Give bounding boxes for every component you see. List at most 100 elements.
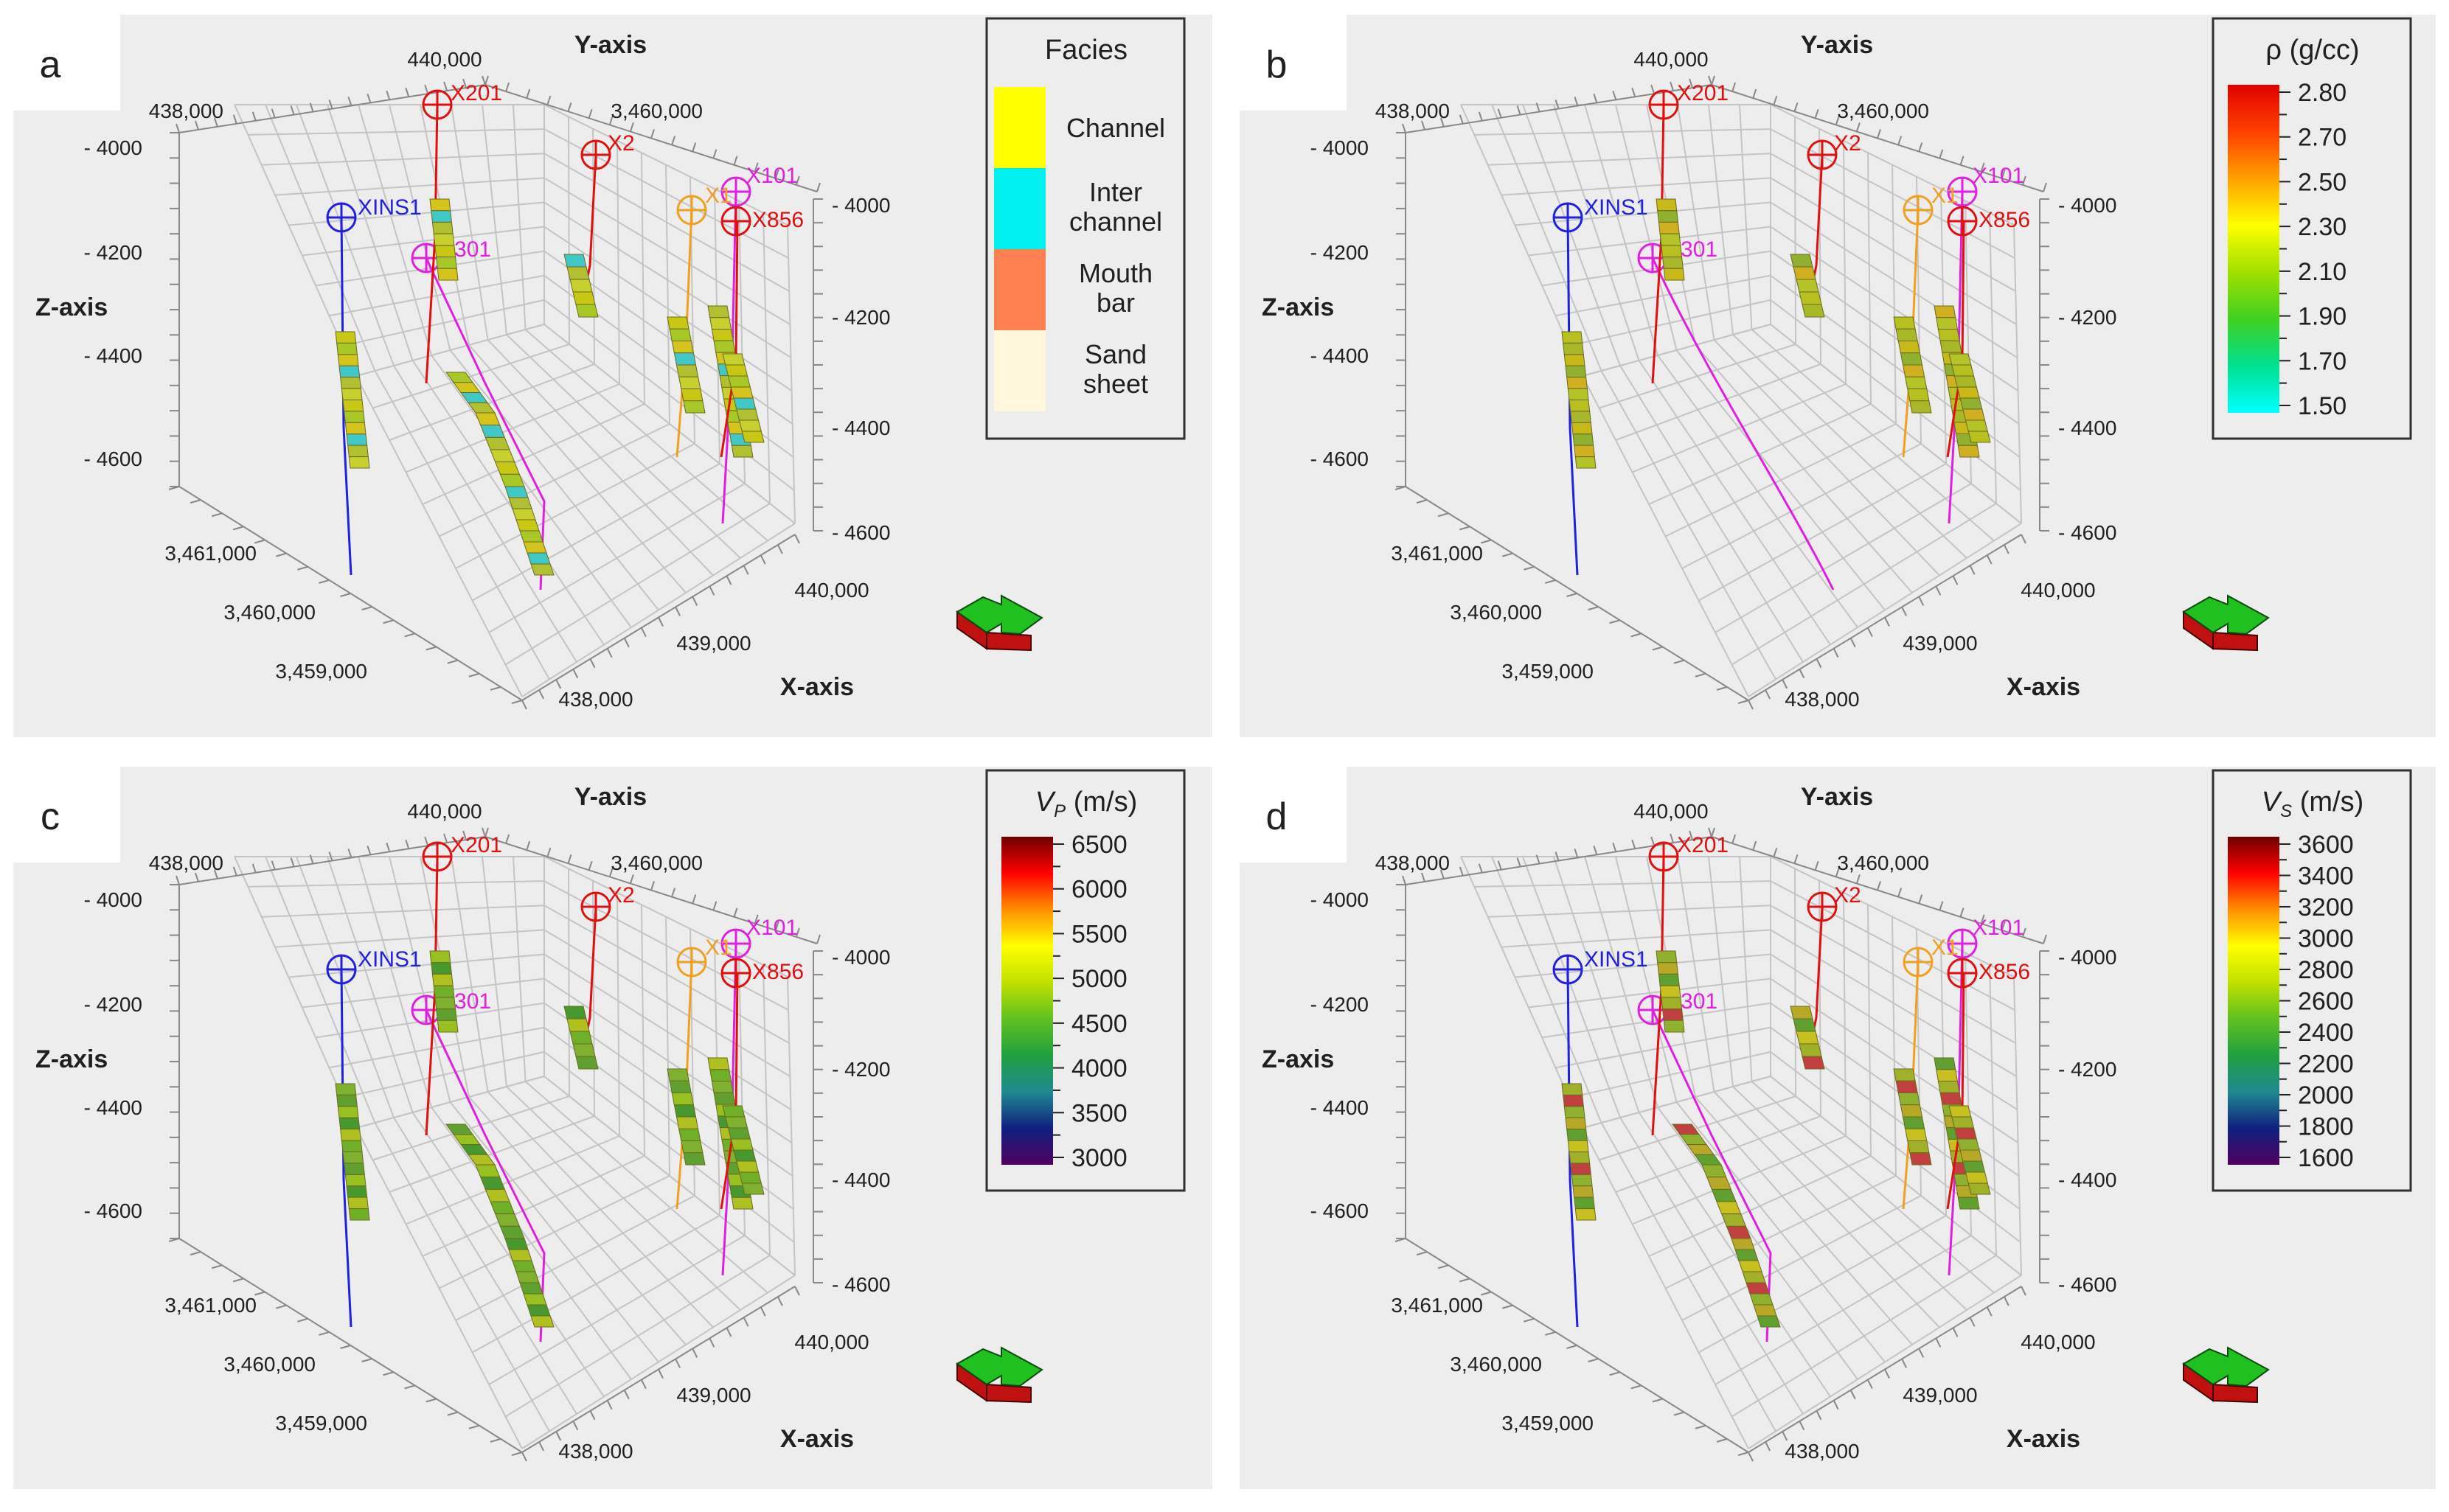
tick — [1631, 839, 1636, 849]
axis-frame — [1394, 75, 2049, 710]
tick — [774, 921, 779, 931]
tick — [538, 689, 545, 700]
tick — [484, 75, 489, 86]
y-axis-title: Y-axis — [1801, 31, 1873, 59]
well-label: X856 — [1979, 208, 2030, 232]
log-segment — [1951, 1116, 1975, 1129]
z-tick-left: - 4000 — [1310, 136, 1369, 159]
well-x201: X201 — [422, 81, 502, 384]
top-y-tick: 3,460,000 — [611, 100, 703, 122]
grid-line — [1695, 344, 1913, 593]
log-segment — [1567, 1140, 1589, 1152]
tick — [2001, 169, 2006, 179]
log-segment — [722, 353, 746, 366]
grid-line — [506, 334, 741, 559]
tick — [511, 700, 523, 704]
grid-line — [261, 905, 545, 918]
well-x2: X2 — [563, 131, 635, 318]
log-segment — [1569, 400, 1591, 412]
tick — [361, 1358, 372, 1363]
tick — [1782, 1431, 1788, 1441]
z-tick-left: - 4200 — [1310, 241, 1369, 264]
well-x1: X1 — [667, 936, 732, 1210]
tick — [297, 1317, 308, 1323]
log-segment — [1967, 431, 1991, 443]
grid-walls — [234, 856, 796, 1449]
tick — [1535, 854, 1540, 864]
log-segment — [504, 1238, 529, 1250]
grid-line — [358, 856, 432, 1108]
tick — [271, 108, 276, 119]
grid-line — [1553, 856, 1640, 1113]
tick — [1737, 1452, 1749, 1456]
legend-label: Channel — [1066, 113, 1165, 143]
grid-line — [1770, 128, 2015, 259]
log-segment — [346, 433, 368, 446]
legend-label: Mouth — [1079, 258, 1153, 288]
well-x1: X1 — [1893, 184, 1959, 458]
tick — [190, 499, 201, 504]
top-x-tick: 440,000 — [1633, 48, 1708, 71]
grid-line — [543, 905, 790, 1044]
tick — [176, 875, 180, 885]
log-segment — [1570, 411, 1591, 423]
grid-line — [261, 153, 545, 166]
log-segment — [1900, 1104, 1923, 1118]
grid-line — [1487, 905, 1771, 918]
grid-line — [1794, 116, 1796, 345]
log-segment — [707, 305, 730, 318]
log-segment — [1802, 1056, 1825, 1070]
tick — [1952, 1327, 1959, 1337]
log-segment — [1939, 1092, 1962, 1105]
log-segment — [530, 563, 555, 576]
panel-letter: b — [1266, 43, 1288, 86]
tick — [671, 888, 676, 897]
grid-line — [1843, 892, 1847, 1137]
y-tick: 3,461,000 — [164, 1294, 257, 1317]
log-segment — [1659, 233, 1681, 246]
grid-line — [2013, 976, 2022, 1276]
log-segment — [508, 1249, 532, 1261]
log-segment — [731, 1196, 754, 1210]
grid-line — [543, 929, 791, 1077]
grid-line — [1770, 299, 2021, 491]
tick — [1420, 872, 1425, 882]
well-label: XINS1 — [1584, 195, 1648, 220]
tick — [1402, 875, 1406, 885]
log-segment — [346, 1185, 368, 1198]
tick — [232, 1278, 244, 1283]
tick — [1855, 874, 1861, 884]
tick — [2021, 927, 2026, 938]
tick — [777, 1296, 783, 1306]
axis-frame — [168, 827, 823, 1462]
colorbar-label: 4500 — [1071, 1010, 1128, 1038]
colorbar — [1001, 837, 1053, 1165]
log-segment — [1951, 364, 1975, 377]
log-segment — [1802, 304, 1825, 318]
log-segment — [575, 1056, 599, 1070]
x-tick: 438,000 — [558, 1440, 633, 1463]
well-label: X1 — [1931, 936, 1959, 960]
log-segment — [1566, 377, 1588, 389]
tick — [1969, 565, 1976, 575]
panel-c: c Y-axis Z-axis X-axis 438,000 440,000 3,460,0… — [13, 767, 1212, 1489]
z-axis-title: Z-axis — [35, 1045, 108, 1073]
tick — [425, 646, 437, 651]
tick — [1835, 116, 1840, 125]
tick — [1816, 1410, 1822, 1421]
tick — [505, 834, 510, 844]
tick — [1877, 881, 1881, 891]
grid-line — [1770, 104, 2015, 226]
tick — [1773, 95, 1778, 105]
log-segment — [1959, 397, 1983, 410]
tick — [328, 851, 333, 861]
tick — [1566, 593, 1577, 597]
log-segment — [736, 408, 760, 421]
x-tick: 440,000 — [794, 579, 869, 602]
log-segment — [566, 1018, 590, 1032]
tick — [538, 1441, 545, 1452]
tick — [1793, 102, 1799, 112]
log-segment — [727, 375, 751, 388]
grid-line — [543, 201, 791, 358]
